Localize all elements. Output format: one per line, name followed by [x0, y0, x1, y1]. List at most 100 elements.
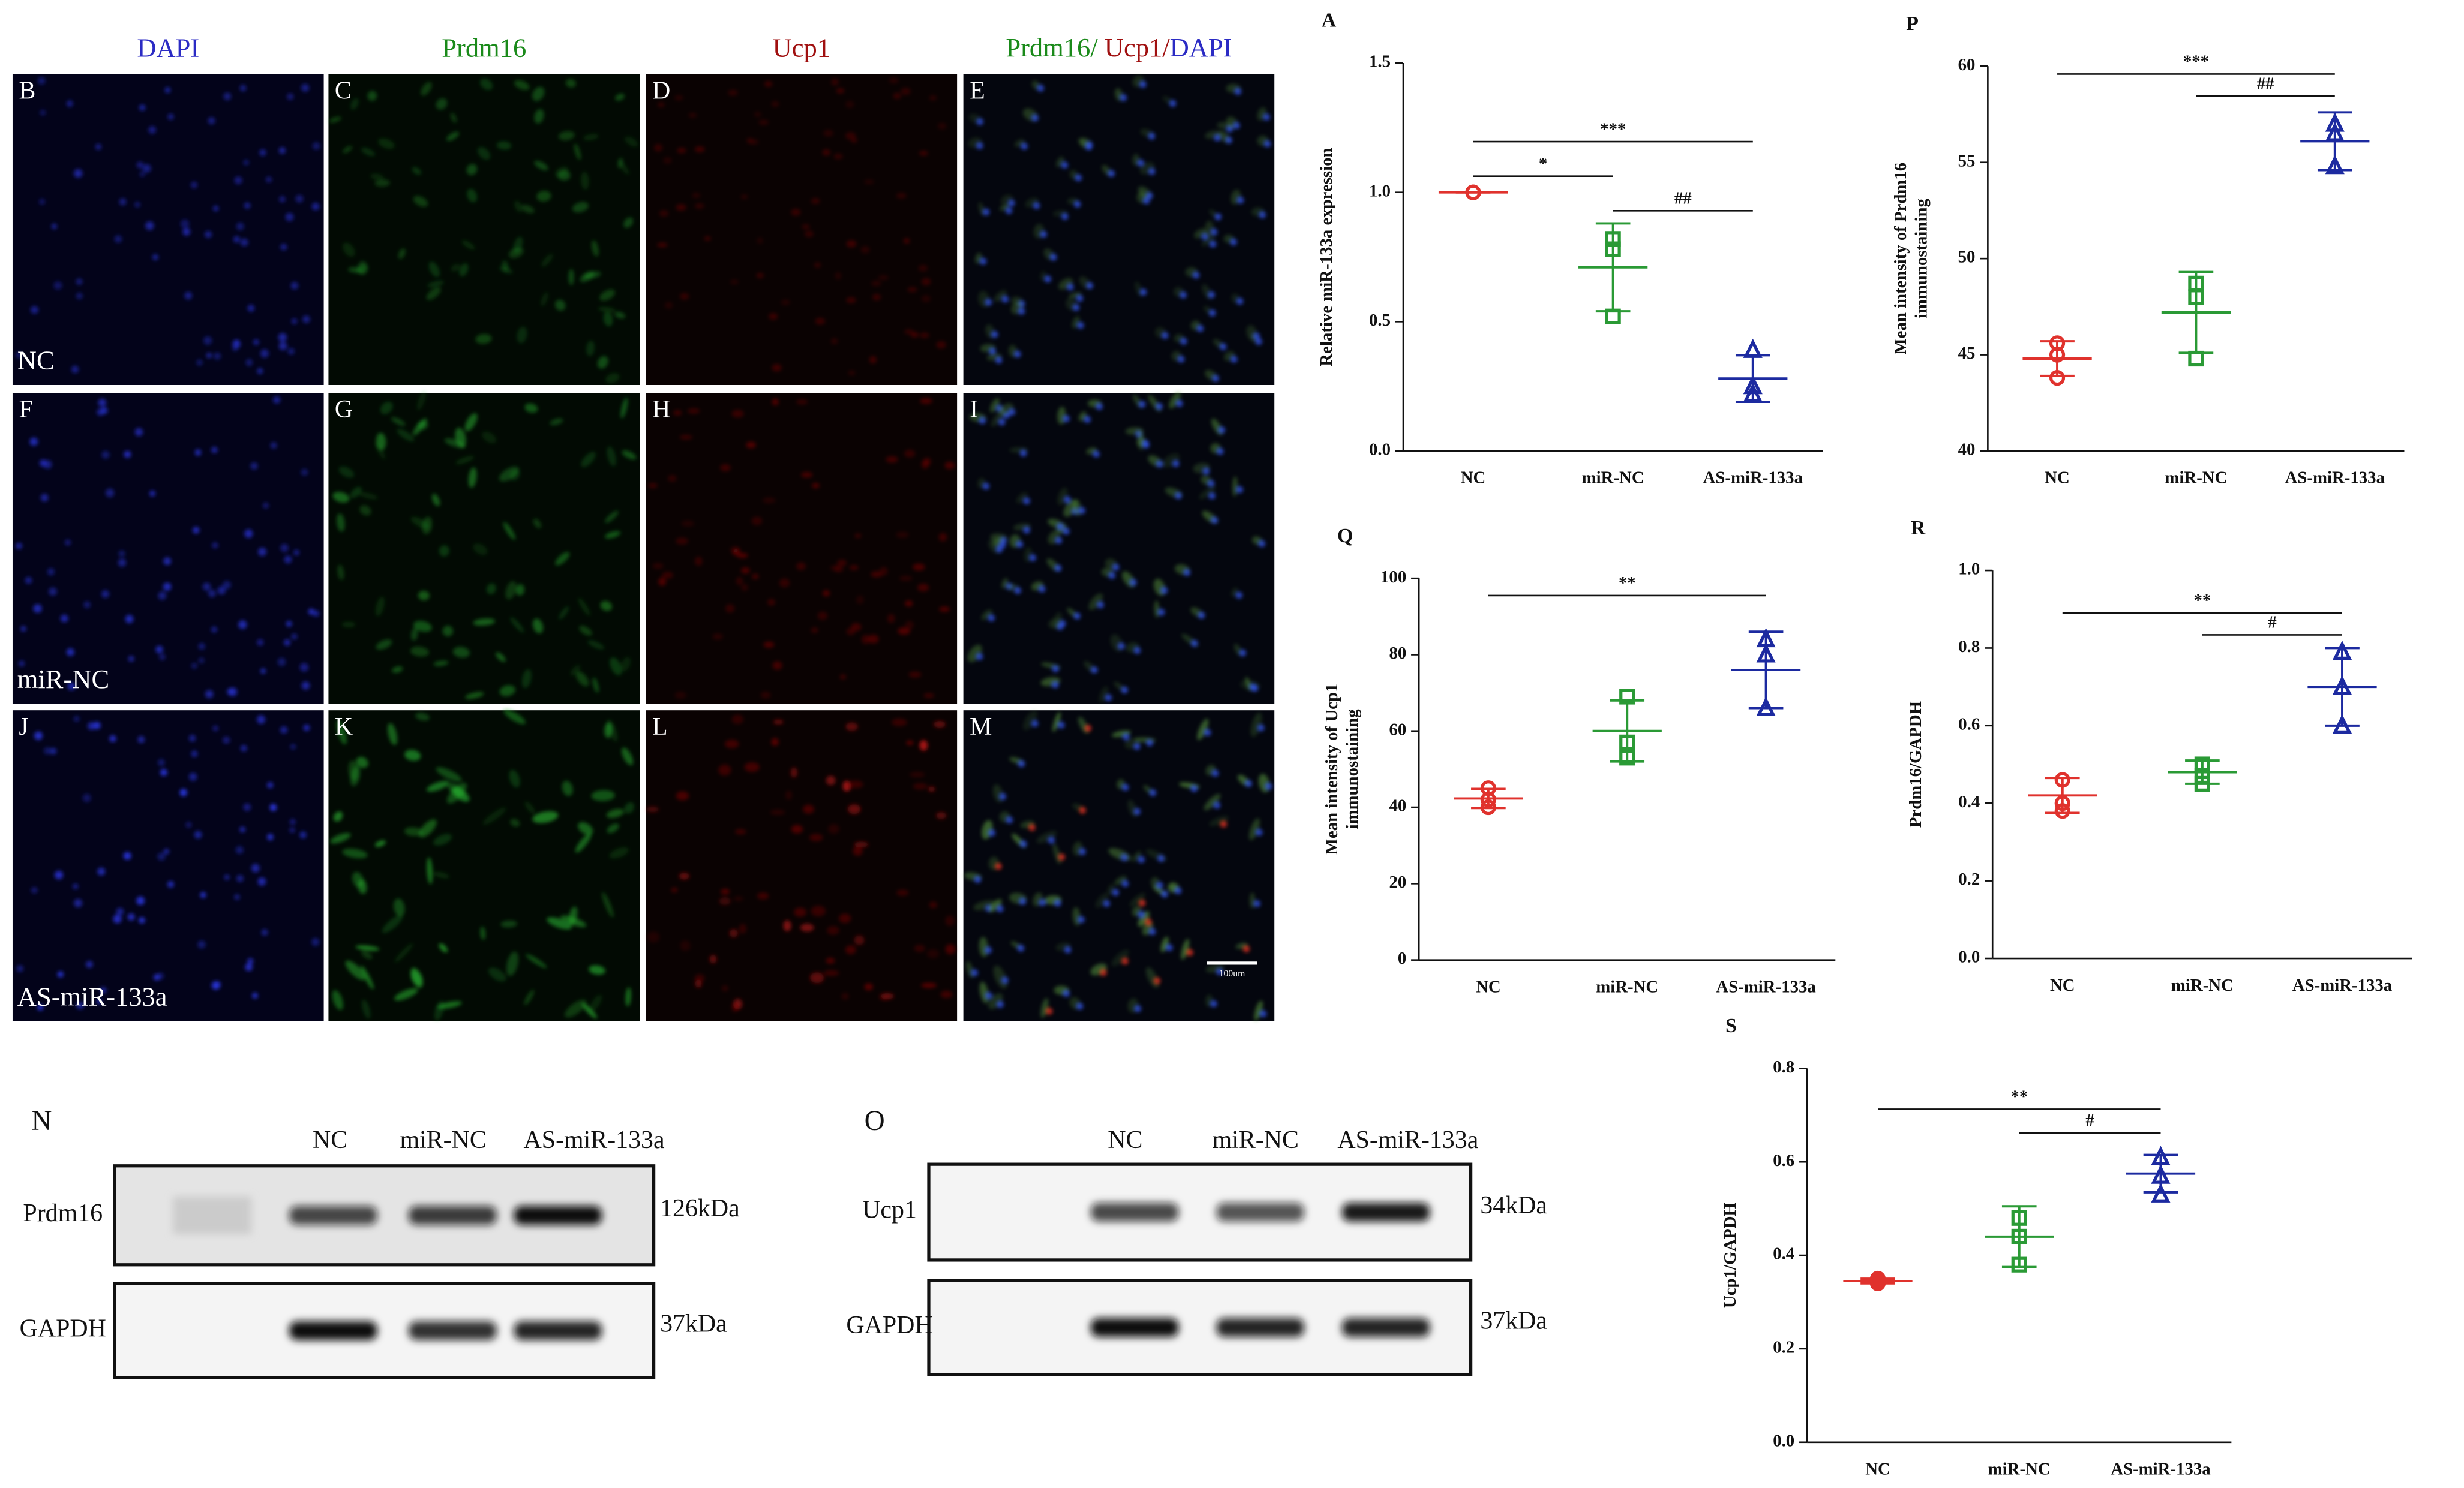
significance-label: ** — [2010, 1087, 2028, 1107]
nucleus — [82, 793, 91, 802]
cell — [382, 915, 403, 933]
nucleus — [253, 339, 259, 345]
y-tick-label: 0.0 — [1958, 948, 1980, 967]
cell — [864, 983, 874, 991]
nucleus — [313, 610, 320, 617]
nucleus — [194, 831, 202, 839]
nucleus — [236, 222, 244, 230]
micrograph — [12, 710, 324, 1021]
nucleus — [259, 149, 266, 156]
cell — [1209, 816, 1229, 826]
cell — [839, 913, 851, 924]
nucleus — [95, 143, 102, 150]
cell — [851, 623, 862, 632]
cell — [560, 915, 587, 927]
cell — [505, 581, 517, 600]
nucleus — [1058, 722, 1065, 729]
nucleus — [223, 92, 232, 101]
cell — [574, 143, 581, 160]
cell — [760, 691, 771, 699]
nucleus — [203, 336, 212, 345]
micrograph-texture — [329, 78, 638, 383]
cell — [392, 666, 403, 673]
nucleus — [208, 590, 216, 597]
cell — [600, 600, 613, 611]
cell — [933, 720, 946, 728]
nucleus — [1045, 1008, 1053, 1015]
cell — [860, 246, 870, 254]
cell — [826, 957, 835, 964]
nucleus — [997, 905, 1004, 913]
cell — [376, 432, 386, 450]
cell — [917, 584, 929, 592]
row-label: NC — [17, 345, 55, 375]
cell — [662, 572, 673, 579]
x-tick-label: AS-miR-133a — [2292, 976, 2392, 995]
nucleus — [976, 653, 983, 660]
panel-letter: J — [19, 713, 28, 741]
cell — [853, 846, 863, 856]
nucleus — [214, 981, 221, 988]
nucleus — [1176, 400, 1183, 407]
cell — [945, 915, 955, 926]
cell — [908, 671, 922, 678]
nucleus — [1061, 213, 1069, 220]
cell — [433, 660, 449, 666]
nucleus — [1209, 241, 1217, 248]
y-tick-label: 0.5 — [1369, 311, 1391, 330]
y-axis-label: Relative miR-133a expression — [1317, 148, 1336, 366]
nucleus — [270, 442, 277, 449]
cell — [509, 769, 520, 788]
cell — [752, 573, 759, 579]
cell — [769, 313, 778, 320]
nucleus — [1208, 291, 1215, 299]
nucleus — [1172, 460, 1180, 467]
nucleus — [1233, 122, 1240, 130]
cell — [624, 802, 635, 814]
nucleus — [119, 198, 127, 206]
nucleus — [257, 715, 266, 724]
nucleus — [989, 347, 996, 355]
nucleus — [1100, 969, 1107, 976]
nucleus — [164, 87, 171, 94]
cell — [791, 209, 801, 216]
nucleus — [206, 352, 212, 359]
cell — [695, 203, 704, 209]
nucleus — [1218, 426, 1225, 434]
cell — [1231, 587, 1238, 597]
cell — [1201, 236, 1215, 247]
cell — [404, 750, 421, 761]
cell — [718, 764, 731, 776]
nucleus — [1129, 579, 1137, 586]
cell — [534, 109, 544, 124]
cell — [337, 513, 345, 532]
cell — [849, 565, 859, 570]
cell — [1129, 893, 1145, 907]
nucleus — [301, 468, 308, 476]
cell — [578, 597, 590, 616]
nucleus — [301, 83, 310, 92]
nucleus — [272, 396, 281, 404]
nucleus — [291, 318, 298, 324]
cell — [536, 190, 551, 202]
nucleus — [1086, 282, 1093, 290]
nucleus — [134, 428, 143, 437]
cell — [822, 149, 830, 156]
nucleus — [142, 164, 151, 173]
cell — [581, 172, 589, 190]
cell — [625, 136, 638, 147]
cell — [1069, 292, 1081, 299]
cell — [854, 935, 865, 945]
point — [1869, 1275, 1886, 1291]
x-tick-label: NC — [1476, 977, 1501, 996]
cell — [757, 237, 763, 244]
lane-label: miR-NC — [1213, 1126, 1299, 1154]
nucleus — [303, 724, 310, 731]
lane-label: NC — [1108, 1126, 1142, 1154]
cell — [694, 146, 705, 152]
cell — [473, 618, 496, 626]
cell — [791, 825, 803, 834]
nucleus — [974, 876, 982, 883]
cell — [920, 332, 929, 338]
